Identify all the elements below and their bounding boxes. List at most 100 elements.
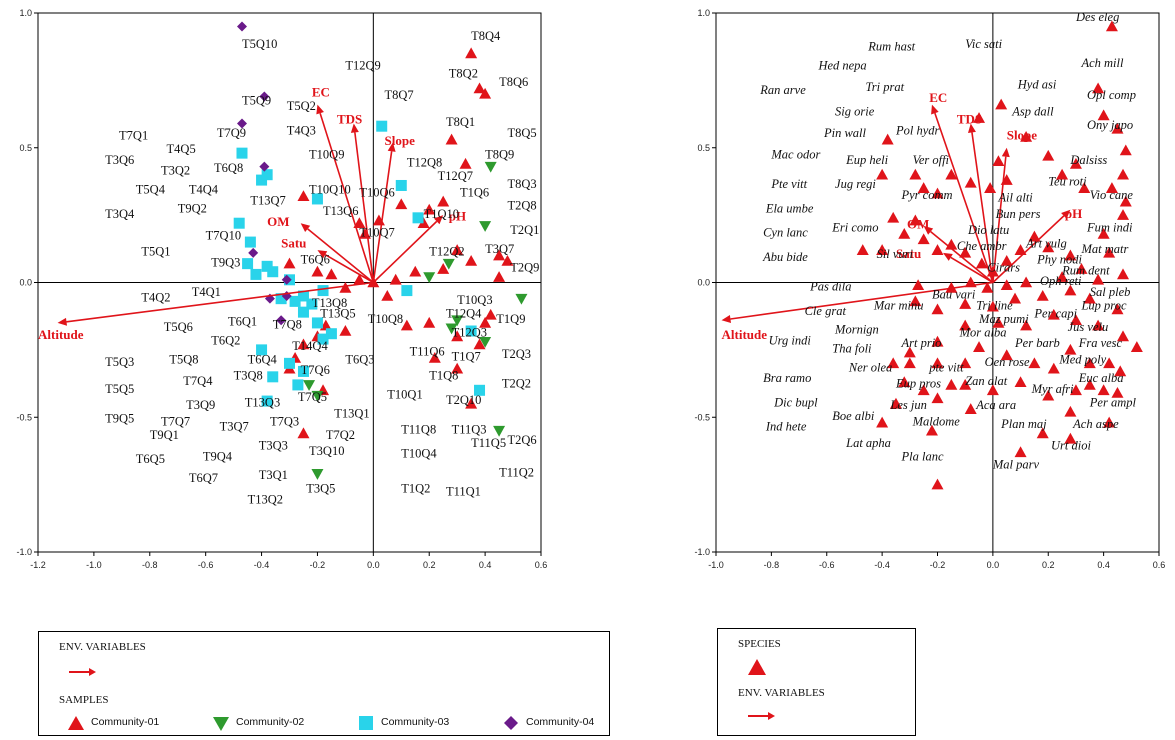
sample-label: T3Q4 — [105, 207, 135, 221]
panel2-env-arrow-tds — [968, 123, 993, 282]
panel1-env-label-satu: Satu — [281, 235, 306, 250]
species-point — [992, 155, 1004, 166]
sample-label: T2Q8 — [507, 199, 536, 213]
sample-label: T6Q3 — [345, 352, 374, 366]
species-point — [1098, 384, 1110, 395]
species-label: Art prio — [901, 336, 942, 350]
panel1-xtick-label: -1.0 — [86, 560, 102, 570]
species-label: Maz pumi — [978, 312, 1029, 326]
sample-point-community-03 — [250, 269, 261, 280]
sample-point-community-03 — [245, 237, 256, 248]
species-label: Med poly — [1058, 352, 1106, 366]
sample-label: T12Q7 — [438, 169, 473, 183]
species-point — [965, 403, 977, 414]
panel2-xtick-label: -1.0 — [708, 560, 724, 570]
sample-label: T13Q6 — [323, 204, 358, 218]
sample-point-community-03 — [376, 121, 387, 132]
sample-label: T3Q6 — [105, 153, 134, 167]
sample-label: T9Q5 — [105, 412, 134, 426]
sample-label: T5Q10 — [242, 37, 277, 51]
panel2-env-arrow-altitude-head — [722, 315, 731, 323]
species-point — [876, 417, 888, 428]
panel1-ytick-label: 1.0 — [19, 8, 32, 18]
species-label: Ela umbe — [765, 201, 814, 215]
sample-point-community-01 — [460, 158, 472, 169]
sample-label: T11Q3 — [452, 422, 487, 436]
sample-label: T7Q5 — [298, 390, 327, 404]
panel1-xtick-label: 0.4 — [479, 560, 492, 570]
sample-label: T5Q9 — [242, 94, 271, 108]
legend-community-01-marker-icon — [67, 714, 85, 732]
species-point — [1117, 268, 1129, 279]
legend-env-arrow-icon-right — [746, 709, 776, 723]
sample-label: T6Q1 — [228, 315, 257, 329]
sample-label: T2Q6 — [507, 433, 536, 447]
species-point — [1117, 169, 1129, 180]
species-point — [904, 357, 916, 368]
sample-point-community-01 — [465, 47, 477, 58]
legend-community-03-marker-icon — [357, 714, 375, 732]
panel1-ytick-label: 0.0 — [19, 278, 32, 288]
panel1-ytick-label: -0.5 — [16, 412, 32, 422]
species-label: Pin wall — [823, 126, 867, 140]
species-point — [918, 233, 930, 244]
species-point — [1131, 341, 1143, 352]
panel1-env-label-altitude: Altitude — [38, 327, 84, 342]
species-point — [1117, 209, 1129, 220]
panel1-xtick-label: -0.8 — [142, 560, 158, 570]
sample-point-community-01 — [297, 190, 309, 201]
species-label: Ran arve — [759, 83, 806, 97]
panel1-env-arrow-tds — [351, 123, 373, 282]
sample-label: T8Q1 — [446, 115, 475, 129]
sample-point-community-04 — [248, 248, 258, 258]
sample-label: T9Q1 — [150, 428, 179, 442]
sample-point-community-04 — [237, 21, 247, 31]
sample-point-community-02 — [311, 469, 323, 480]
sample-label: T1Q10 — [424, 207, 459, 221]
sample-label: T10Q6 — [359, 185, 394, 199]
species-label: Pte vitt — [770, 177, 807, 191]
species-label: Myr afri — [1031, 382, 1075, 396]
panel2-env-label-ph: pH — [1065, 206, 1082, 221]
sample-label: T5Q5 — [105, 382, 134, 396]
species-point — [1064, 406, 1076, 417]
panel2-xtick-label: -0.6 — [819, 560, 835, 570]
sample-label: T10Q8 — [368, 312, 403, 326]
panel1-env-label-slope: Slope — [385, 133, 416, 148]
sample-label: T5Q6 — [164, 320, 193, 334]
legend-marker-shape — [504, 716, 518, 730]
sample-label: T6Q7 — [189, 471, 218, 485]
panel2-ytick-label: -1.0 — [694, 547, 710, 557]
panel1-env-arrow-ec-head — [316, 105, 324, 115]
sample-point-community-01 — [325, 268, 337, 279]
left-legend: ENV. VARIABLES SAMPLES Community-01 Commu… — [38, 631, 610, 736]
sample-label: T10Q10 — [309, 183, 351, 197]
sample-label: T3Q10 — [309, 444, 344, 458]
sample-point-community-01 — [395, 198, 407, 209]
sample-label: T1Q8 — [429, 369, 458, 383]
species-label: Urt dioi — [1051, 439, 1091, 453]
species-label: Lat apha — [845, 436, 891, 450]
sample-label: T5Q8 — [169, 352, 198, 366]
sample-label: T7Q2 — [326, 428, 355, 442]
species-point — [932, 479, 944, 490]
sample-label: T4Q1 — [192, 285, 221, 299]
species-label: Dalsiss — [1069, 153, 1107, 167]
sample-point-community-03 — [284, 358, 295, 369]
species-label: Ver offi — [913, 153, 950, 167]
panel2-env-label-tds: TDS — [957, 111, 982, 126]
species-label: Ner olea — [848, 360, 892, 374]
sample-label: T2Q2 — [502, 377, 531, 391]
sample-label: T5Q3 — [105, 355, 134, 369]
legend-community-03-label: Community-03 — [381, 716, 449, 728]
sample-point-community-01 — [390, 274, 402, 285]
species-label: Lup proc — [1080, 298, 1126, 312]
sample-label: T3Q3 — [259, 439, 288, 453]
panel2-env-label-ec: EC — [929, 90, 947, 105]
panel2-xtick-label: 0.4 — [1097, 560, 1110, 570]
species-label: Zan alat — [965, 374, 1008, 388]
species-label: Cyn lanc — [763, 226, 808, 240]
species-point — [1042, 150, 1054, 161]
sample-label: T1Q2 — [401, 482, 430, 496]
panel1-env-arrow-altitude-head — [58, 318, 67, 326]
